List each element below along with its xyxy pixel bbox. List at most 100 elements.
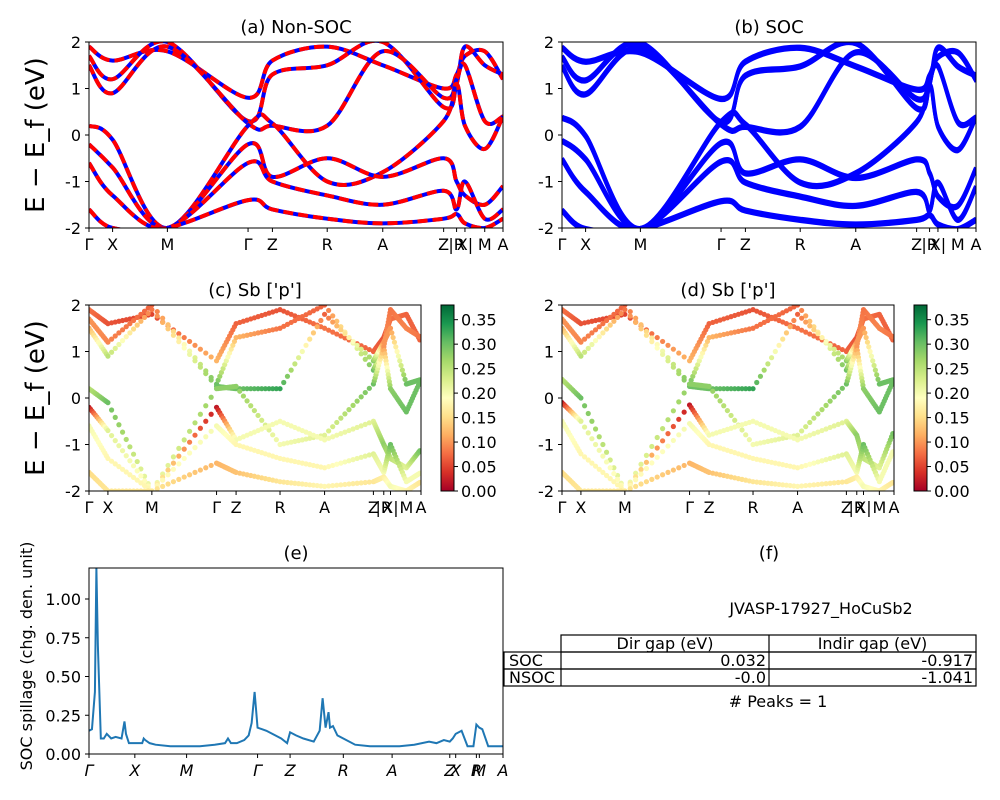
projection-point: [827, 398, 833, 404]
projection-point: [240, 386, 247, 392]
soc-band-line: [562, 200, 976, 228]
projection-point: [366, 385, 372, 391]
projection-point: [105, 400, 111, 406]
projection-point: [208, 462, 214, 469]
projection-point: [181, 437, 187, 443]
projection-point: [890, 379, 894, 385]
projection-point: [141, 314, 148, 320]
projection-point: [326, 327, 332, 333]
projection-point: [366, 420, 372, 426]
projection-point: [165, 326, 171, 332]
projection-point: [288, 367, 294, 373]
projection-point: [170, 332, 177, 338]
projection-point: [681, 426, 687, 432]
projection-point: [326, 428, 332, 434]
projection-point: [864, 339, 871, 345]
colorbar-tick-label: 0.10: [934, 433, 970, 452]
projection-point: [768, 355, 775, 361]
projection-point: [578, 418, 584, 424]
projection-point: [203, 434, 209, 440]
projection-point: [839, 452, 845, 458]
projection-point: [321, 311, 328, 317]
projection-point: [600, 321, 606, 327]
x-tick-label: A: [386, 761, 398, 780]
panel-title: (f): [759, 543, 779, 564]
projection-point: [334, 432, 340, 438]
x-tick-label: M: [618, 498, 632, 517]
x-tick-label: A: [792, 498, 803, 517]
projection-point: [710, 388, 716, 394]
projection-point: [197, 425, 203, 431]
projection-point: [638, 326, 644, 332]
projection-point: [181, 345, 187, 351]
projection-point: [130, 451, 137, 457]
y-tick-label: -2: [65, 482, 81, 501]
projection-point: [338, 431, 344, 437]
projection-point: [585, 333, 591, 339]
projection-point: [303, 342, 309, 348]
axes-frame: [88, 304, 422, 492]
projection-point: [724, 386, 730, 392]
projection-point: [585, 430, 591, 436]
projection-point: [186, 472, 193, 478]
axes-frame: [561, 41, 977, 229]
x-tick-label: A: [498, 235, 509, 254]
projection-point: [611, 470, 617, 477]
projection-point: [607, 476, 613, 482]
projection-point: [717, 386, 723, 392]
projection-point: [627, 486, 633, 491]
x-tick-label: X: [580, 235, 591, 254]
projection-point: [417, 448, 421, 454]
projection-point: [596, 324, 602, 330]
projection-point: [362, 453, 368, 459]
projection-point: [649, 460, 655, 466]
band-down-line: [89, 81, 503, 228]
projection-point: [186, 450, 193, 456]
projection-point: [330, 482, 336, 489]
soc-band-line: [562, 138, 976, 228]
projection-point: [334, 419, 340, 426]
projection-point: [127, 330, 133, 336]
projection-point: [358, 480, 364, 486]
projection-point: [654, 345, 660, 351]
projection-point: [823, 402, 829, 408]
projection-point: [681, 354, 687, 360]
projection-point: [603, 317, 610, 324]
x-tick-label: Z: [284, 761, 297, 780]
projection-point: [794, 305, 801, 308]
projection-point: [321, 432, 328, 438]
projection-point: [134, 468, 140, 474]
band-down-line: [89, 159, 503, 228]
projection-point: [596, 334, 602, 340]
x-tick-label: X: [107, 235, 118, 254]
projection-point: [326, 315, 332, 321]
projection-point: [145, 310, 151, 317]
projection-point: [815, 331, 821, 337]
projection-point: [868, 353, 875, 359]
x-tick-label: Z: [231, 498, 242, 517]
colorbar: [913, 304, 928, 492]
projection-point: [665, 417, 671, 423]
projection-point: [875, 376, 881, 382]
projection-point: [807, 318, 813, 324]
x-tick-label: Z: [740, 235, 751, 254]
y-tick-label: 1: [544, 80, 554, 99]
table-row-label: SOC: [509, 651, 543, 670]
projection-point: [314, 324, 320, 330]
projection-point: [338, 327, 344, 333]
y-tick-label: 1.00: [45, 590, 81, 609]
projection-point: [614, 314, 621, 320]
table-cell: -1.041: [921, 668, 973, 687]
colorbar-tick-label: 0.35: [461, 311, 497, 330]
projection-point: [273, 386, 279, 392]
ylabel-row2: E − E_f (eV): [21, 320, 51, 476]
projection-point: [251, 386, 257, 392]
projection-point: [354, 480, 360, 486]
x-tick-label: M: [872, 498, 886, 517]
projection-point: [831, 351, 837, 357]
panel-f-table: (f) JVASP-17927_HoCuSb2 Dir gap (eV) Indir …: [503, 543, 977, 711]
projection-point: [270, 432, 276, 438]
projection-point: [638, 471, 644, 477]
projection-point: [611, 311, 617, 317]
projection-point: [318, 305, 324, 310]
